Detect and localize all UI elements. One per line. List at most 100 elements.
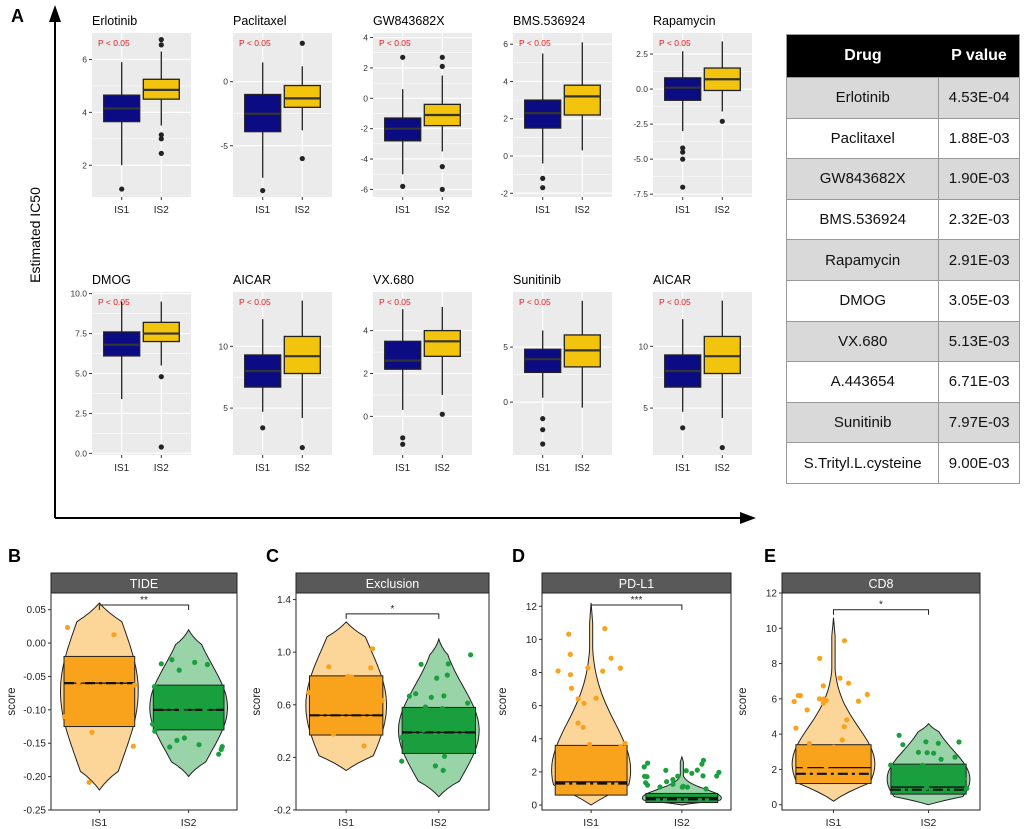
boxplot-aicar: AICAR P < 0.05 5 10 IS1 IS2 bbox=[639, 273, 752, 474]
data-point bbox=[321, 722, 328, 729]
y-tick-label: 1.0 bbox=[277, 648, 291, 659]
data-point bbox=[330, 731, 337, 737]
plot-title: DMOG bbox=[92, 273, 131, 287]
x-tick-label: IS1 bbox=[255, 463, 270, 474]
x-tick-label: IS1 bbox=[535, 205, 550, 216]
data-point bbox=[152, 728, 158, 734]
data-point bbox=[954, 769, 960, 775]
outlier-point bbox=[299, 40, 305, 46]
x-tick-label: IS1 bbox=[675, 463, 690, 474]
pvalue-table-header: Drug P value bbox=[786, 34, 1020, 78]
data-point bbox=[336, 696, 342, 702]
outlier-point bbox=[158, 132, 164, 138]
significance-bracket bbox=[832, 609, 930, 615]
data-point bbox=[618, 744, 624, 750]
y-tick-label: 0.0 bbox=[636, 84, 648, 94]
y-tick-label: 10 bbox=[526, 635, 538, 646]
pvalue-cell: 7.97E-03 bbox=[938, 401, 1020, 443]
data-point bbox=[931, 750, 937, 756]
plot-panel bbox=[513, 292, 612, 455]
data-point bbox=[700, 773, 706, 779]
drug-cell: VX.680 bbox=[786, 320, 939, 362]
panel-a-y-title: Estimated IC50 bbox=[27, 187, 43, 283]
x-tick-label: IS1 bbox=[114, 205, 129, 216]
data-point bbox=[121, 660, 127, 666]
data-point bbox=[901, 771, 908, 778]
outlier-point bbox=[119, 186, 125, 192]
facet-title: PD-L1 bbox=[619, 577, 654, 591]
data-point bbox=[582, 765, 588, 772]
box bbox=[423, 329, 461, 357]
data-point bbox=[399, 758, 405, 764]
y-tick-label: -2 bbox=[360, 124, 368, 134]
pvalue-cell: 2.32E-03 bbox=[938, 198, 1020, 240]
significance-stars: * bbox=[391, 604, 395, 615]
outlier-point bbox=[540, 416, 546, 422]
data-point bbox=[174, 737, 180, 744]
outlier-point bbox=[680, 425, 686, 431]
drug-cell: Sunitinib bbox=[786, 401, 939, 443]
x-tick-label: IS1 bbox=[91, 817, 107, 829]
data-point bbox=[310, 677, 317, 683]
y-tick-label: 12 bbox=[766, 589, 778, 600]
y-tick-label: 0 bbox=[531, 801, 537, 812]
data-point bbox=[918, 775, 924, 781]
table-row: Paclitaxel 1.88E-03 bbox=[786, 117, 1020, 159]
data-point bbox=[178, 713, 184, 719]
box bbox=[524, 348, 562, 374]
y-tick-label: 2 bbox=[363, 369, 368, 379]
data-point bbox=[617, 665, 624, 671]
significance-bracket bbox=[98, 604, 190, 610]
x-tick-label: IS2 bbox=[181, 817, 197, 829]
y-tick-label: 0 bbox=[503, 151, 508, 161]
data-point bbox=[406, 693, 412, 699]
y-tick-label: -2.5 bbox=[633, 119, 648, 129]
x-tick-label: IS1 bbox=[583, 817, 599, 829]
data-point bbox=[804, 707, 810, 713]
panel-a-frame: A Estimated IC50 bbox=[11, 5, 756, 524]
y-tick-label: 7.5 bbox=[75, 329, 87, 339]
y-tick-label: -5.0 bbox=[633, 154, 648, 164]
outlier-point bbox=[400, 183, 406, 189]
plot-title: Paclitaxel bbox=[233, 14, 287, 28]
pvalue-cell: 1.88E-03 bbox=[938, 117, 1020, 159]
data-point bbox=[151, 684, 158, 690]
outlier-point bbox=[158, 37, 164, 43]
data-point bbox=[915, 749, 922, 755]
drug-cell: DMOG bbox=[786, 279, 939, 322]
data-point bbox=[896, 732, 902, 738]
y-tick-label: 10 bbox=[766, 624, 778, 635]
x-tick-label: IS2 bbox=[295, 463, 310, 474]
y-tick-label: 6 bbox=[531, 701, 537, 712]
x-tick-label: IS2 bbox=[575, 205, 590, 216]
y-tick-label: 5 bbox=[503, 342, 508, 352]
data-point bbox=[420, 727, 427, 733]
y-tick-label: 10 bbox=[219, 341, 229, 351]
x-tick-label: IS2 bbox=[154, 205, 169, 216]
outlier-point bbox=[540, 427, 546, 433]
data-point bbox=[326, 664, 332, 670]
y-axis-title: score bbox=[737, 687, 749, 715]
outlier-point bbox=[439, 411, 445, 417]
data-point bbox=[432, 763, 438, 769]
box bbox=[152, 684, 225, 731]
significance-label: P < 0.05 bbox=[659, 38, 691, 48]
outlier-point bbox=[158, 42, 164, 48]
data-point bbox=[575, 696, 581, 702]
violin-panel-exclusion: Exclusion -0.2 0.2 0.6 1.0 1.4 score IS1 IS2 * bbox=[251, 572, 490, 829]
data-point bbox=[312, 726, 318, 732]
y-tick-label: 4 bbox=[771, 730, 777, 741]
data-point bbox=[855, 698, 862, 704]
data-point bbox=[888, 762, 894, 768]
y-tick-label: -0.15 bbox=[23, 739, 46, 750]
data-point bbox=[823, 698, 829, 704]
box bbox=[142, 321, 180, 343]
data-point bbox=[158, 661, 164, 667]
y-tick-label: 4 bbox=[531, 734, 537, 745]
box bbox=[664, 77, 702, 101]
data-point bbox=[340, 677, 346, 683]
data-point bbox=[797, 693, 804, 699]
data-point bbox=[689, 770, 695, 776]
data-point bbox=[935, 740, 941, 746]
